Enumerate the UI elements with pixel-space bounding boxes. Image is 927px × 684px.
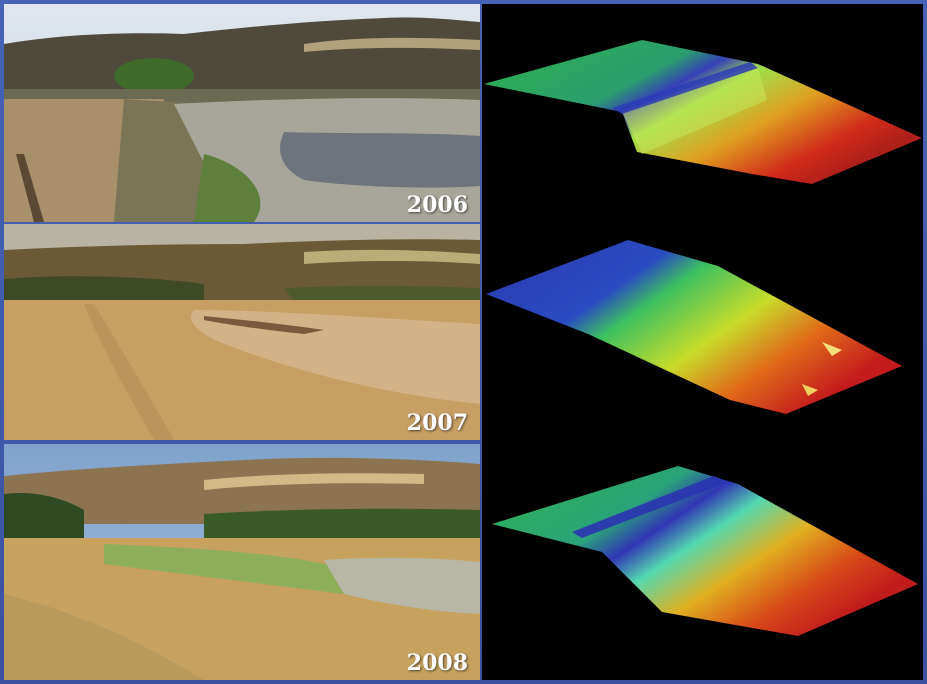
year-label-2006: 2006 (406, 192, 468, 218)
elevation-models-panel (482, 4, 923, 680)
year-label-2007: 2007 (406, 410, 468, 436)
photo-2008: 2008 (4, 444, 480, 680)
elevation-model-2006 (484, 40, 922, 184)
photo-2006-image (4, 4, 480, 222)
elevation-model-2007 (486, 240, 902, 414)
photo-2008-image (4, 444, 480, 680)
photo-2006: 2006 (4, 4, 480, 222)
elevation-models (484, 40, 922, 636)
elevation-model-2008 (492, 466, 918, 636)
photo-2007: 2007 (4, 224, 480, 440)
photo-2007-image (4, 224, 480, 440)
year-label-2008: 2008 (406, 650, 468, 676)
